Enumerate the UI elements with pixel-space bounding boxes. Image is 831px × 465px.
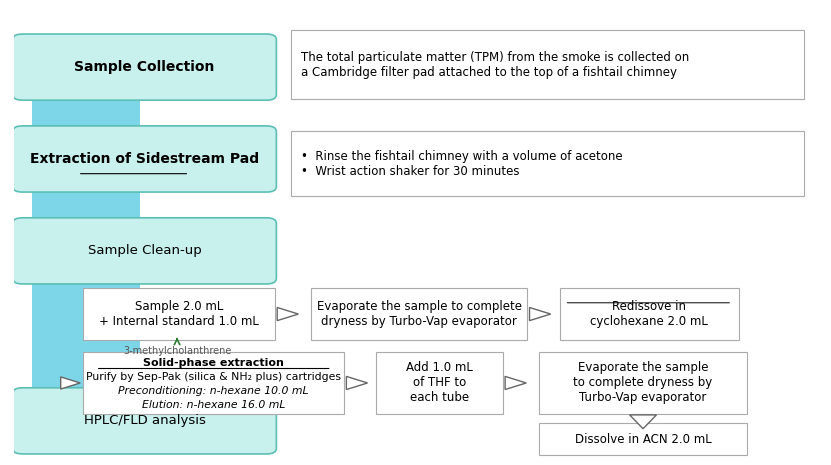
Text: Sample Collection: Sample Collection [74, 60, 214, 74]
Polygon shape [529, 307, 551, 321]
FancyBboxPatch shape [12, 388, 277, 454]
FancyBboxPatch shape [12, 218, 277, 284]
Text: Evaporate the sample
to complete dryness by
Turbo-Vap evaporator: Evaporate the sample to complete dryness… [573, 361, 713, 405]
Polygon shape [347, 376, 367, 390]
Text: Elution: n-hexane 16.0 mL: Elution: n-hexane 16.0 mL [142, 400, 285, 410]
Text: Preconditioning: n-hexane 10.0 mL: Preconditioning: n-hexane 10.0 mL [119, 386, 309, 396]
Bar [539, 352, 747, 414]
Bar [312, 288, 527, 340]
FancyBboxPatch shape [12, 34, 277, 100]
FancyBboxPatch shape [12, 126, 277, 192]
Bar [83, 352, 344, 414]
Bar [83, 288, 275, 340]
Bar [539, 423, 747, 455]
Text: •  Rinse the fishtail chimney with a volume of acetone
•  Wrist action shaker fo: • Rinse the fishtail chimney with a volu… [301, 150, 622, 178]
Polygon shape [61, 377, 81, 389]
Text: Sample 2.0 mL
+ Internal standard 1.0 mL: Sample 2.0 mL + Internal standard 1.0 mL [99, 300, 259, 328]
Text: Extraction of Sidestream Pad: Extraction of Sidestream Pad [30, 152, 259, 166]
Polygon shape [630, 415, 656, 429]
Bar [291, 30, 804, 99]
Bar [559, 288, 739, 340]
Bar [32, 95, 140, 423]
Polygon shape [278, 307, 298, 321]
Text: The total particulate matter (TPM) from the smoke is collected on
a Cambridge fi: The total particulate matter (TPM) from … [301, 51, 689, 79]
Text: Sample Clean-up: Sample Clean-up [87, 245, 201, 258]
Bar [291, 132, 804, 196]
Polygon shape [505, 376, 526, 390]
Text: Redissove in
cyclohexane 2.0 mL: Redissove in cyclohexane 2.0 mL [590, 300, 708, 328]
Text: Evaporate the sample to complete
dryness by Turbo-Vap evaporator: Evaporate the sample to complete dryness… [317, 300, 522, 328]
Text: HPLC/FLD analysis: HPLC/FLD analysis [84, 414, 205, 427]
Text: Add 1.0 mL
of THF to
each tube: Add 1.0 mL of THF to each tube [406, 361, 473, 405]
Text: Dissolve in ACN 2.0 mL: Dissolve in ACN 2.0 mL [575, 433, 711, 446]
Text: 3-methylcholanthrene: 3-methylcholanthrene [123, 346, 231, 357]
Bar [376, 352, 503, 414]
Text: Purify by Sep-Pak (silica & NH₂ plus) cartridges: Purify by Sep-Pak (silica & NH₂ plus) ca… [86, 372, 342, 382]
Text: Solid-phase extraction: Solid-phase extraction [143, 358, 284, 367]
Polygon shape [7, 423, 165, 448]
